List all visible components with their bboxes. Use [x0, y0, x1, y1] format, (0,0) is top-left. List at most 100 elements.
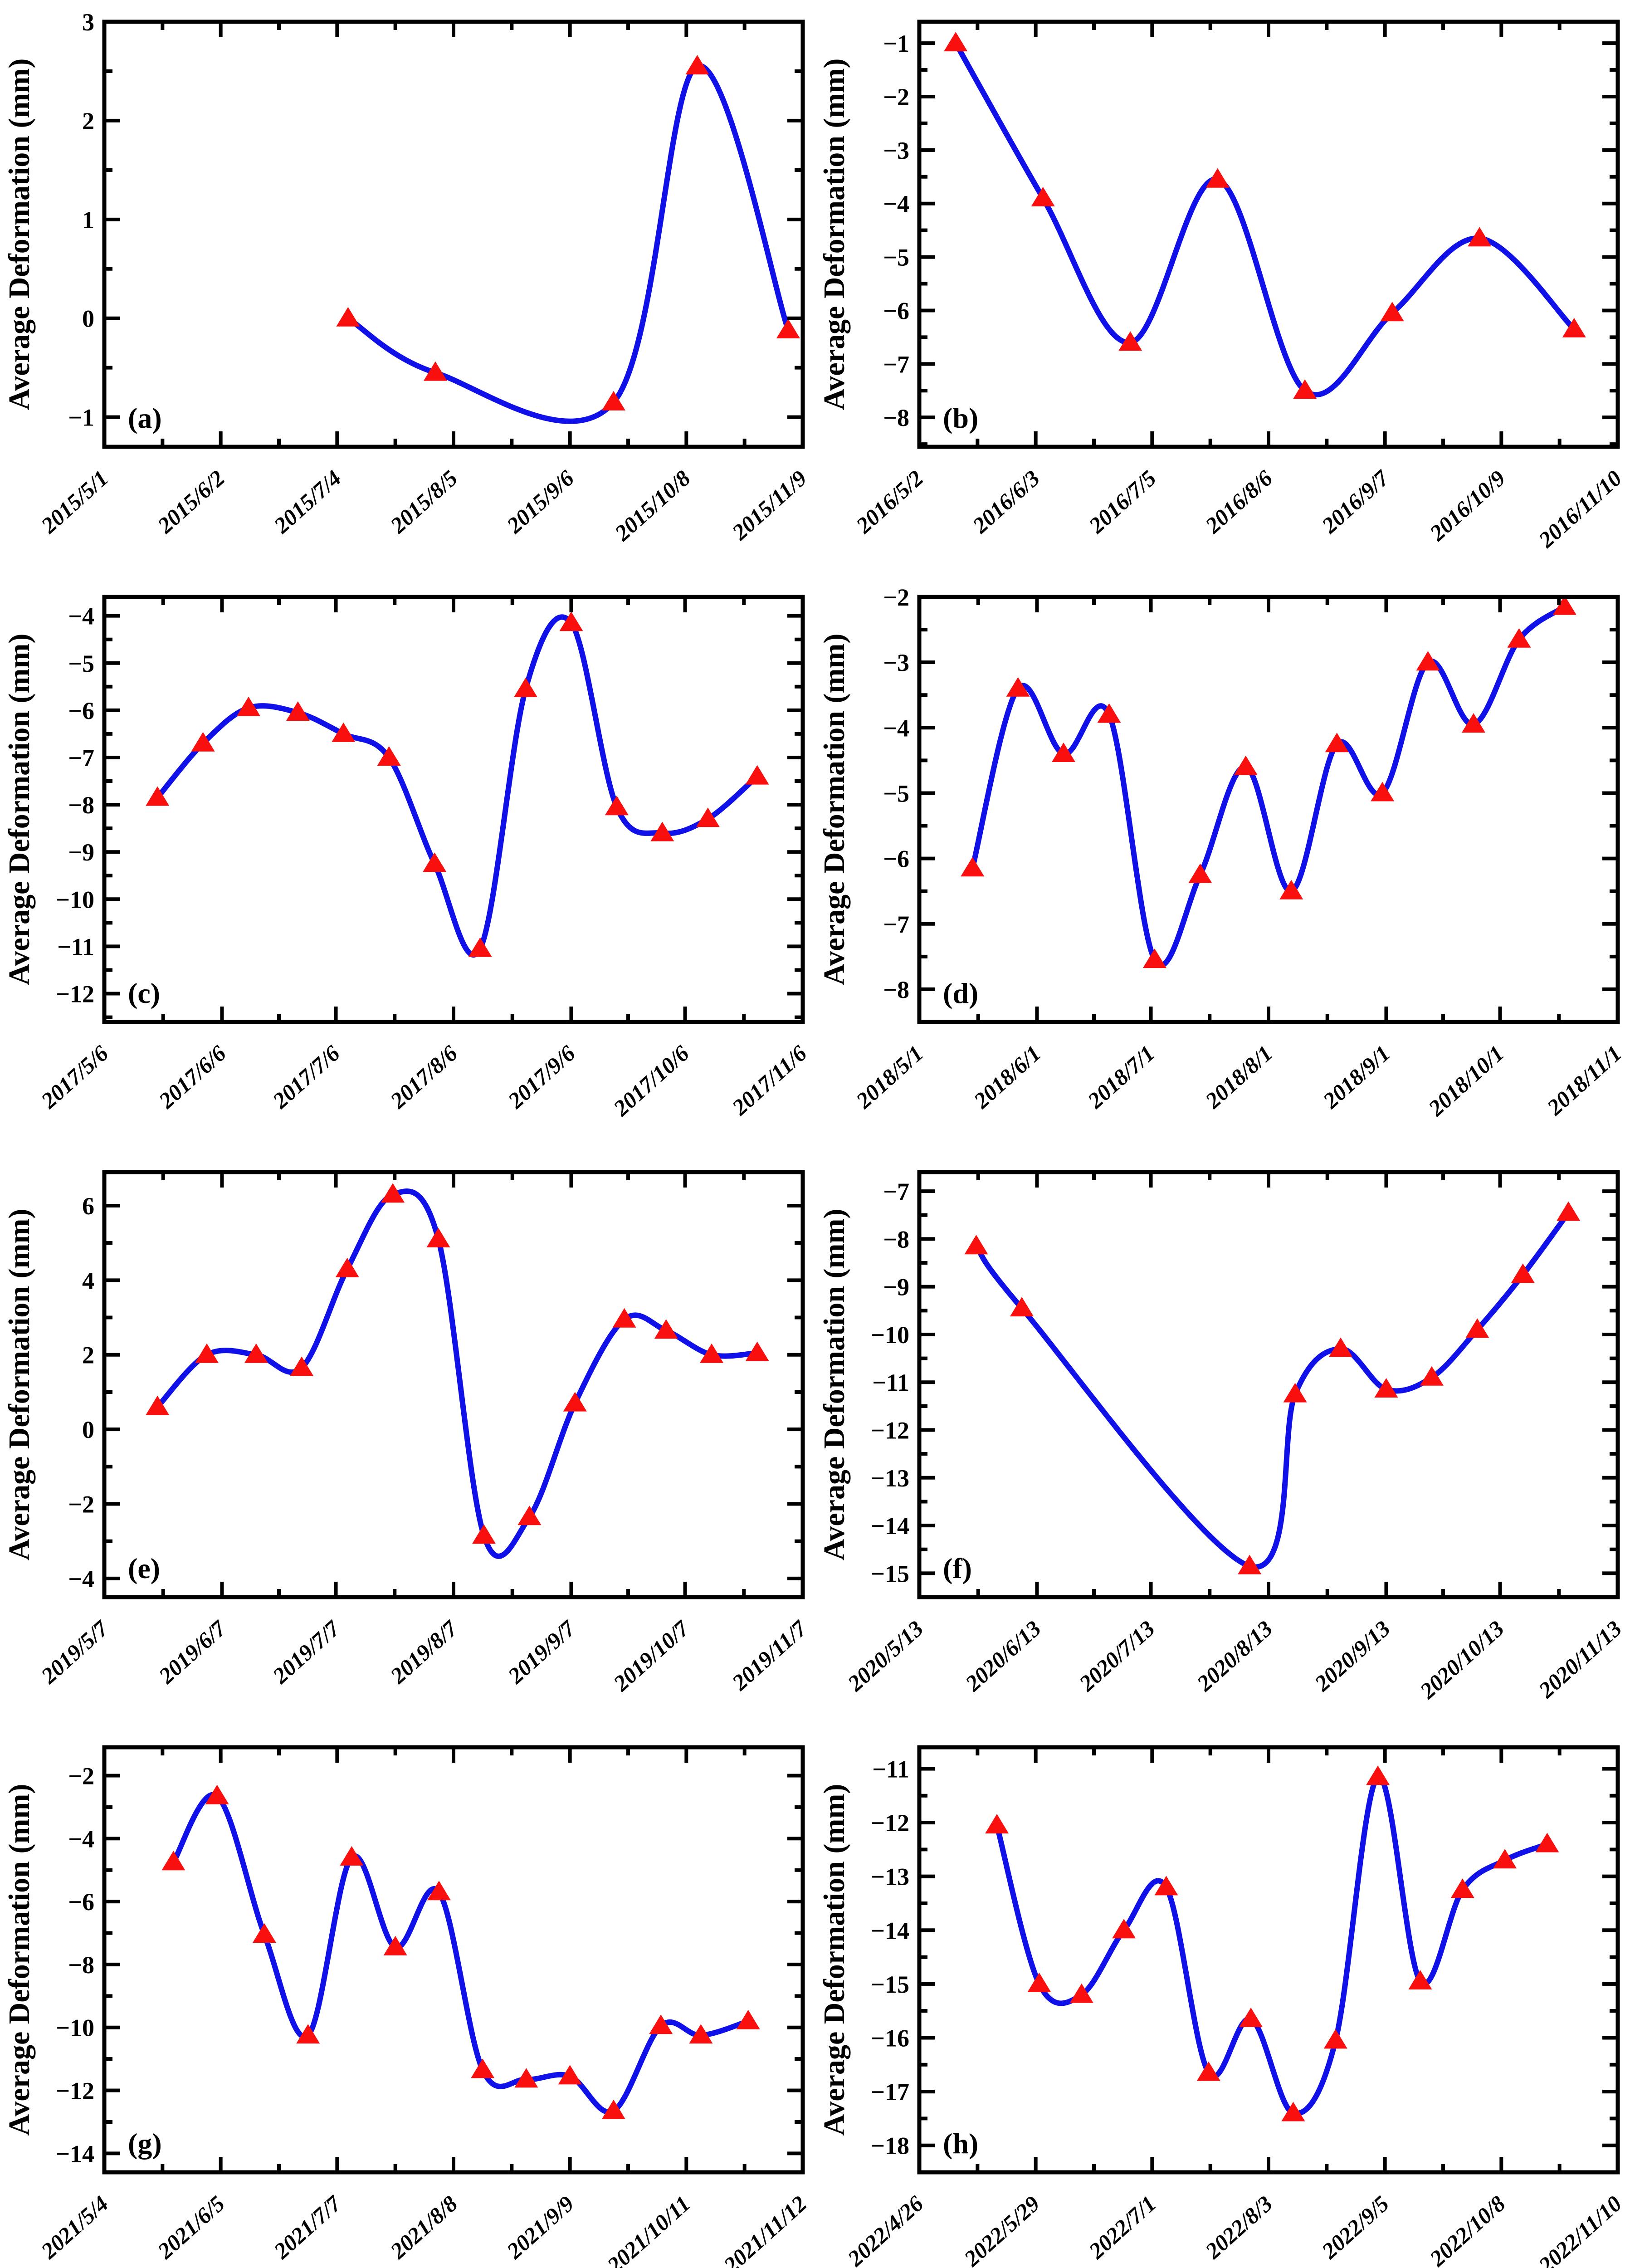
y-tick-label: −9: [883, 1274, 909, 1301]
data-point-marker: [1450, 1878, 1474, 1898]
y-tick-label: 2: [82, 1342, 94, 1369]
plot-border: [917, 595, 1620, 1024]
data-point-marker: [1118, 331, 1142, 351]
y-tick-label: −4: [883, 714, 909, 742]
y-tick-label: −14: [871, 1512, 909, 1540]
deformation-curve: [953, 40, 1577, 398]
y-tick-label: −2: [883, 83, 909, 111]
y-tick-label: −10: [871, 1321, 909, 1349]
data-point-marker: [1465, 1318, 1489, 1338]
y-axis-label: Average Deformation (mm): [3, 634, 36, 986]
plot-border: [102, 20, 805, 449]
y-tick-label: −6: [883, 297, 909, 324]
data-markers: [961, 595, 1576, 968]
y-tick-label: −2: [68, 1491, 94, 1518]
y-tick-label: −16: [871, 2024, 909, 2052]
panel-letter: (f): [943, 1552, 972, 1584]
data-point-marker: [146, 1395, 170, 1415]
y-tick-label: −9: [68, 839, 94, 866]
data-point-marker: [1408, 1970, 1432, 1989]
data-point-marker: [1142, 948, 1166, 968]
data-point-marker: [423, 361, 447, 381]
y-tick-label: 4: [82, 1267, 94, 1294]
data-point-marker: [685, 55, 709, 75]
data-point-marker: [601, 2099, 625, 2119]
data-point-marker: [612, 1308, 636, 1328]
data-point-marker: [1468, 227, 1492, 247]
y-tick-label: −4: [68, 1565, 94, 1593]
y-tick-label: −8: [883, 1226, 909, 1253]
y-tick-label: −1: [68, 404, 94, 431]
data-point-marker: [1031, 186, 1055, 206]
plot-border: [917, 1745, 1620, 2175]
panel-letter: (h): [943, 2127, 978, 2160]
data-point-marker: [563, 1392, 587, 1412]
data-point-marker: [1371, 782, 1395, 802]
y-tick-label: −7: [883, 351, 909, 378]
plot-border: [917, 1170, 1620, 1599]
data-point-marker: [776, 318, 800, 338]
data-point-marker: [205, 1784, 229, 1804]
data-markers: [146, 1183, 769, 1544]
chart-panel-h: −11 −12 −13 −14 −15 −16 −17 −18 2022/4/26 2022/5/…: [815, 1725, 1630, 2268]
data-point-marker: [296, 2024, 320, 2044]
y-tick-label: 1: [82, 206, 94, 234]
data-point-marker: [985, 1814, 1009, 1833]
data-point-marker: [736, 2009, 760, 2029]
chart-panel-d: −2 −3 −4 −5 −6 −7 −8 2018/5/1 2018/6/1 2018/7/1 20…: [815, 575, 1630, 1150]
y-tick-label: −3: [883, 649, 909, 676]
data-point-marker: [1293, 379, 1317, 399]
data-point-marker: [1112, 1919, 1136, 1939]
data-point-marker: [1416, 651, 1440, 671]
y-tick-label: −5: [883, 244, 909, 271]
data-point-marker: [195, 1343, 219, 1363]
y-tick-label: −6: [68, 1888, 94, 1916]
chart-panel-c: −4 −5 −6 −7 −8 −9 −10 −11 −12 2017/5/6 2017/6/6 201…: [0, 575, 815, 1150]
data-point-marker: [1535, 1833, 1559, 1853]
panel-background: [0, 0, 815, 575]
data-point-marker: [1188, 863, 1212, 883]
y-tick-label: −12: [56, 981, 94, 1008]
plot-border: [102, 595, 805, 1024]
data-point-marker: [383, 1936, 407, 1955]
y-axis-label: Average Deformation (mm): [818, 59, 851, 411]
y-tick-label: −11: [57, 933, 94, 960]
data-point-marker: [745, 1341, 769, 1361]
panel-background: [815, 575, 1630, 1150]
chart-panel-e: 6 4 2 0 −2 −4 2019/5/7 2019/6/7 2019/7/7 2019/8/7…: [0, 1150, 815, 1725]
y-tick-label: −8: [883, 976, 909, 1003]
y-tick-label: −4: [68, 1825, 94, 1853]
axis-ticks: [102, 20, 805, 447]
panel-background: [0, 1725, 815, 2268]
chart-panel-a: 3 2 1 0 −1 2015/5/1 2015/6/2 2015/7/4 2015/8/5 20…: [0, 0, 815, 575]
data-point-marker: [1052, 743, 1075, 762]
data-point-marker: [1234, 755, 1258, 775]
y-tick-label: 6: [82, 1193, 94, 1220]
panel-background: [815, 0, 1630, 575]
data-point-marker: [146, 786, 170, 806]
y-axis-label: Average Deformation (mm): [3, 59, 36, 411]
data-point-marker: [1281, 2102, 1305, 2121]
panel-letter: (b): [943, 402, 978, 434]
y-tick-label: −11: [872, 1755, 909, 1783]
y-tick-label: −12: [871, 1809, 909, 1837]
data-point-marker: [423, 852, 447, 872]
data-point-marker: [244, 1343, 268, 1363]
plot-border: [102, 1745, 805, 2175]
data-point-marker: [745, 765, 769, 785]
deformation-curve: [155, 1188, 760, 1559]
data-point-marker: [559, 611, 583, 631]
y-tick-label: −13: [871, 1863, 909, 1891]
data-point-marker: [1562, 318, 1586, 337]
data-point-marker: [335, 1257, 359, 1277]
y-tick-label: −7: [883, 1178, 909, 1205]
y-tick-label: −8: [883, 404, 909, 431]
data-markers: [964, 1201, 1581, 1574]
data-point-marker: [468, 937, 492, 957]
data-point-marker: [517, 1505, 542, 1525]
